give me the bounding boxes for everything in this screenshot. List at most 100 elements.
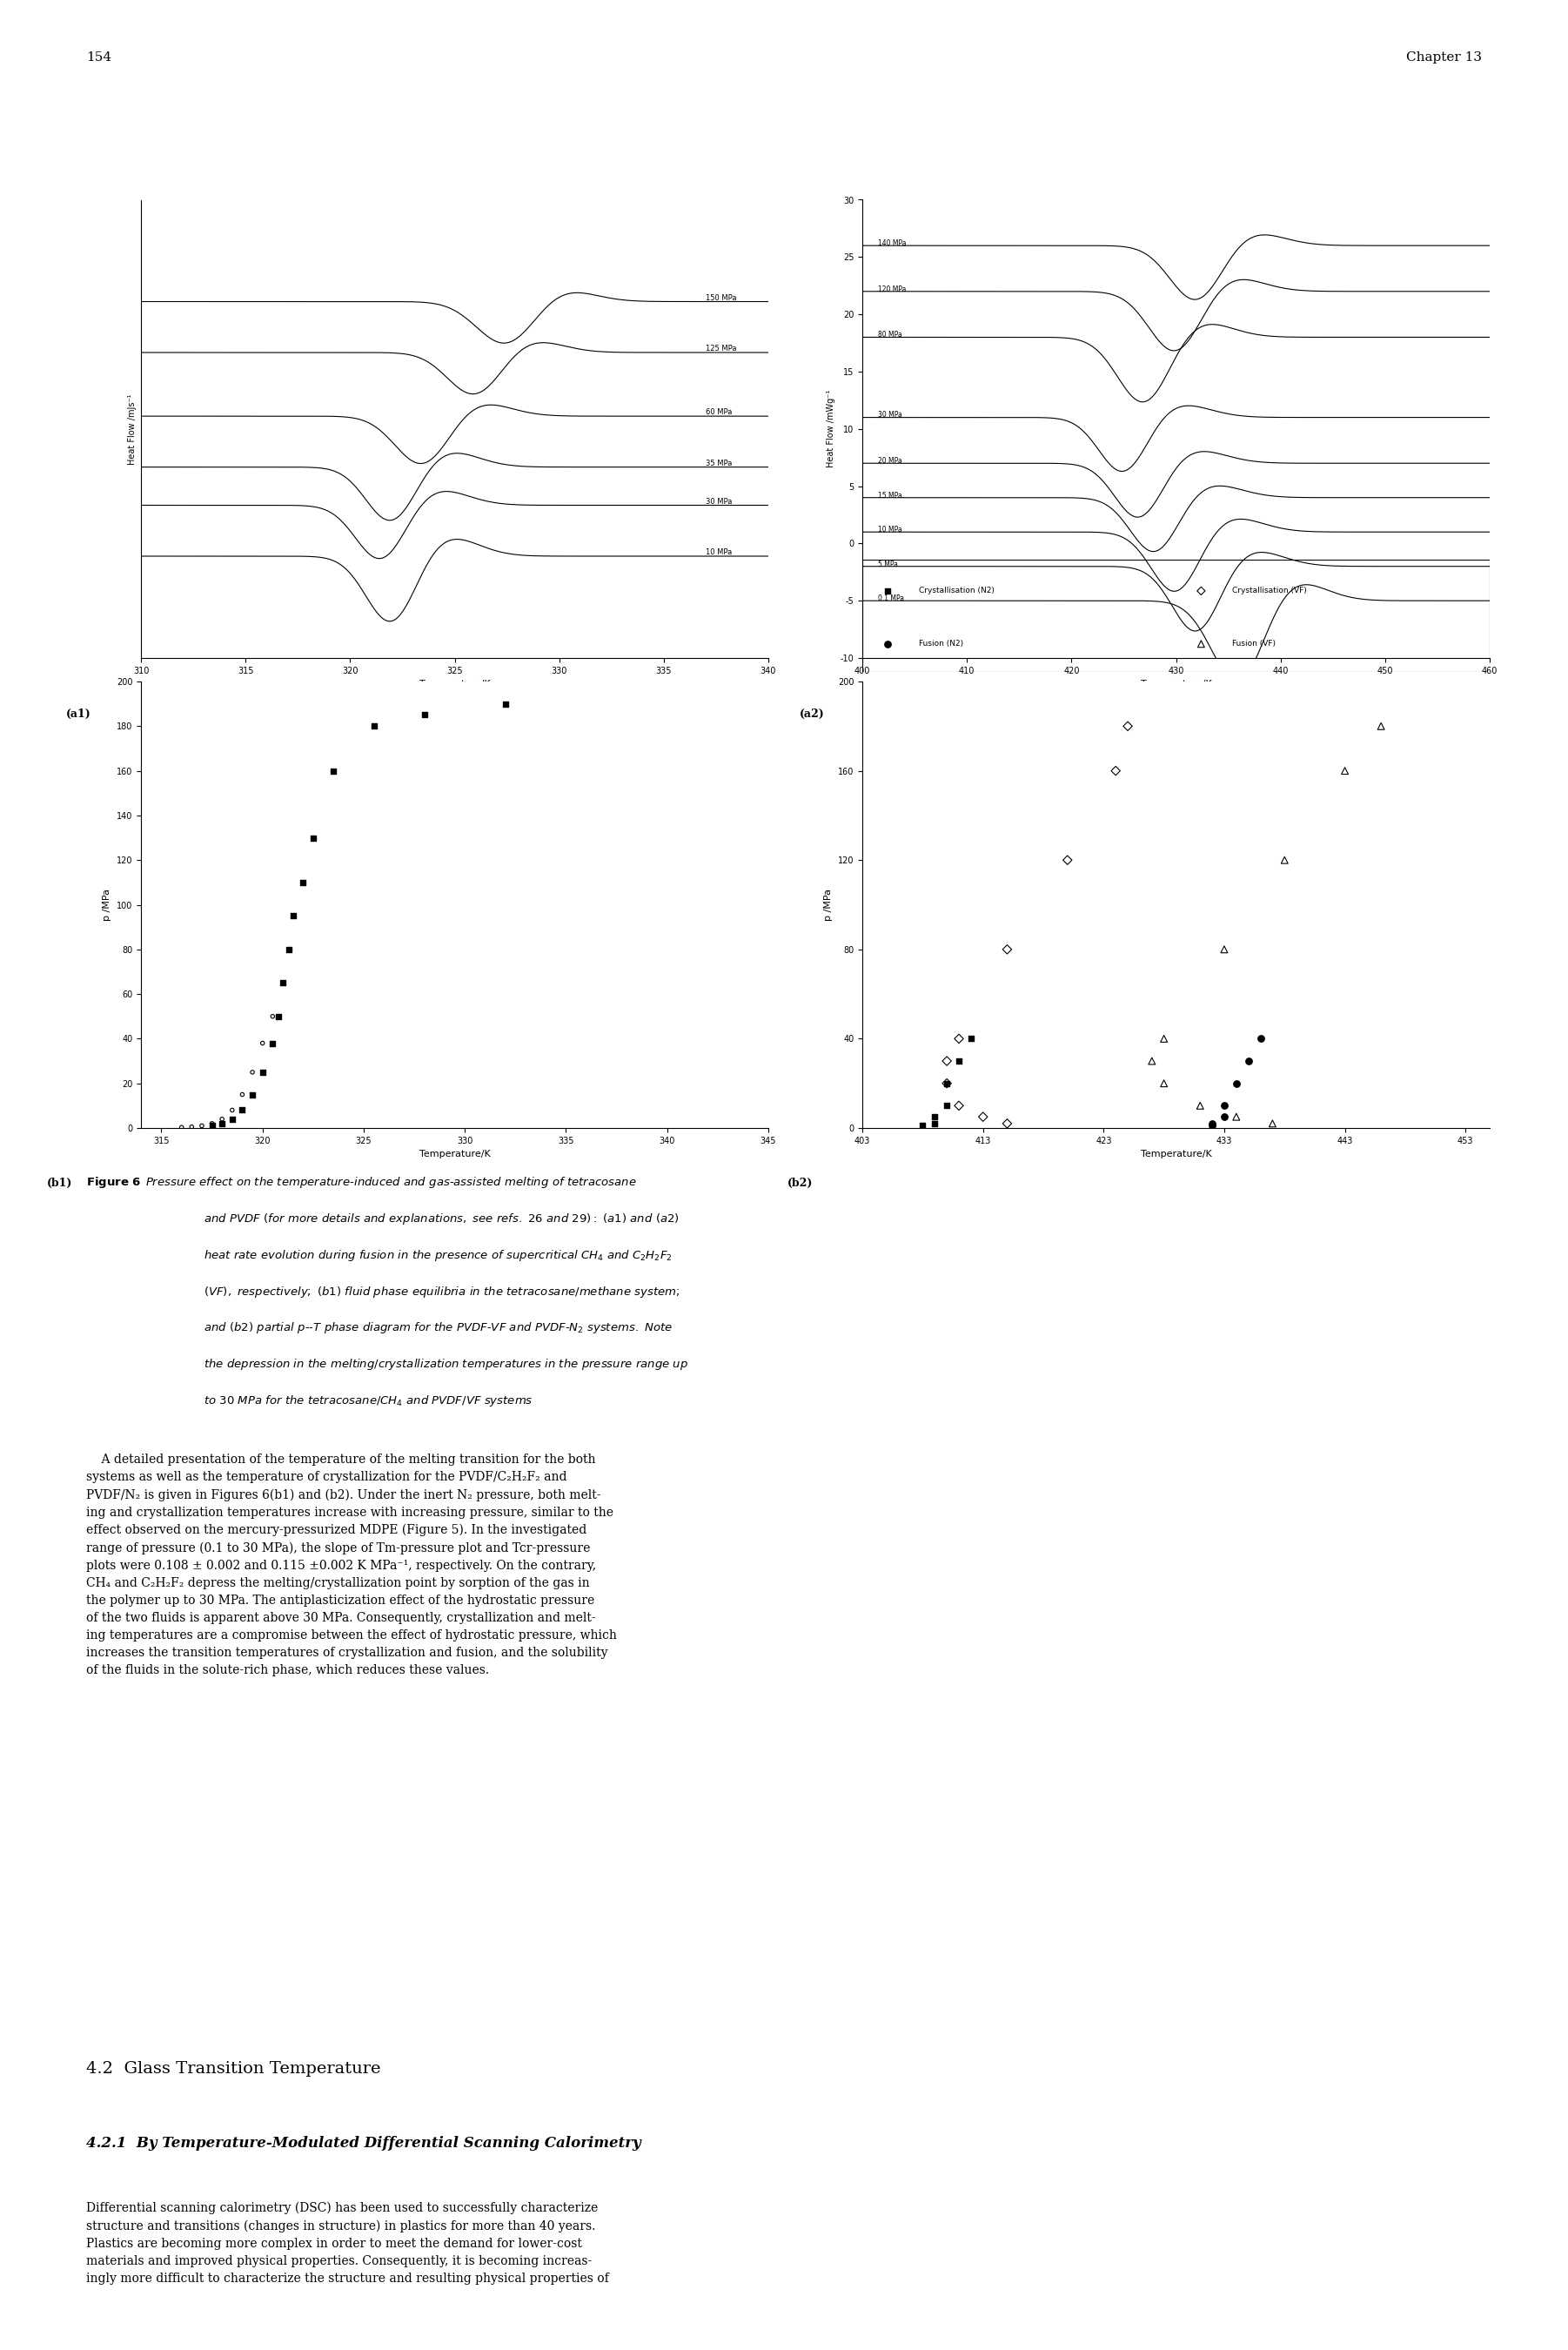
Point: [935, 1043, 960, 1081]
Point: [971, 1097, 996, 1135]
Point: [1248, 1020, 1273, 1058]
Point: [1104, 752, 1129, 790]
X-axis label: Temperature/K: Temperature/K: [419, 1149, 491, 1159]
Point: [1212, 1097, 1237, 1135]
Point: [1223, 1065, 1248, 1102]
Point: [260, 996, 285, 1034]
Point: [270, 964, 295, 1001]
Text: 4.2  Glass Transition Temperature: 4.2 Glass Transition Temperature: [86, 2061, 381, 2077]
Point: [1140, 1043, 1165, 1081]
Text: Fusion (N2): Fusion (N2): [919, 639, 963, 649]
Text: Fusion (VF): Fusion (VF): [1232, 639, 1276, 649]
Text: Differential scanning calorimetry (DSC) has been used to successfully characteri: Differential scanning calorimetry (DSC) …: [86, 2202, 608, 2284]
Text: 154: 154: [86, 52, 111, 63]
X-axis label: Temperature/K: Temperature/K: [419, 679, 491, 689]
Text: $\mathit{(VF),\ respectively;\ (b1)\ fluid\ phase\ equilibria\ in\ the\ tetracos: $\mathit{(VF),\ respectively;\ (b1)\ flu…: [204, 1283, 681, 1300]
Point: [240, 1053, 265, 1090]
Text: 30 MPa: 30 MPa: [878, 411, 902, 418]
Text: $\mathit{to\ 30\ MPa\ for\ the\ tetracosane/CH_4\ and\ PVDF/VF\ systems}$: $\mathit{to\ 30\ MPa\ for\ the\ tetracos…: [204, 1394, 533, 1408]
Point: [1369, 707, 1394, 745]
X-axis label: Temperature/K: Temperature/K: [1140, 679, 1212, 689]
Point: [301, 820, 326, 858]
Point: [230, 1076, 256, 1114]
Point: [249, 1025, 274, 1062]
Point: [249, 1053, 274, 1090]
Text: 4.2.1  By Temperature-Modulated Differential Scanning Calorimetry: 4.2.1 By Temperature-Modulated Different…: [86, 2136, 641, 2150]
Text: 140 MPa: 140 MPa: [878, 240, 906, 247]
Point: [1151, 1065, 1176, 1102]
Text: (b1): (b1): [47, 1177, 72, 1189]
Text: 60 MPa: 60 MPa: [706, 409, 732, 416]
Point: [994, 1104, 1019, 1142]
Point: [321, 752, 347, 790]
Text: $\mathit{the\ depression\ in\ the\ melting/crystallization\ temperatures\ in\ th: $\mathit{the\ depression\ in\ the\ melti…: [204, 1358, 688, 1372]
Point: [361, 707, 386, 745]
Point: [935, 1065, 960, 1102]
Text: Crystallisation (N2): Crystallisation (N2): [919, 588, 994, 595]
Point: [1223, 1097, 1248, 1135]
Point: [412, 696, 437, 733]
Point: [922, 1104, 947, 1142]
Point: [492, 686, 517, 724]
Text: $\mathit{and\ (b2)\ partial\ p\text{--}T\ phase\ diagram\ for\ the\ PVDF\text{-}: $\mathit{and\ (b2)\ partial\ p\text{--}T…: [204, 1321, 673, 1335]
Point: [935, 1065, 960, 1102]
Text: (a1): (a1): [66, 710, 91, 719]
Point: [947, 1020, 972, 1058]
Point: [1236, 1043, 1261, 1081]
Text: 15 MPa: 15 MPa: [878, 491, 902, 498]
Point: [1261, 1104, 1286, 1142]
Text: 150 MPa: 150 MPa: [706, 294, 737, 301]
Text: (b2): (b2): [787, 1177, 812, 1189]
Point: [922, 1097, 947, 1135]
Point: [199, 1107, 224, 1144]
Point: [260, 1025, 285, 1062]
Point: [875, 625, 900, 663]
Point: [1151, 1020, 1176, 1058]
Point: [270, 964, 295, 1001]
Y-axis label: p /MPa: p /MPa: [825, 888, 833, 921]
Point: [1200, 1104, 1225, 1142]
Point: [190, 1107, 215, 1144]
Point: [267, 996, 292, 1034]
Point: [909, 1107, 935, 1144]
Text: Crystallisation (VF): Crystallisation (VF): [1232, 588, 1308, 595]
Point: [210, 1104, 235, 1142]
X-axis label: Temperature/K: Temperature/K: [1140, 1149, 1212, 1159]
Point: [947, 1086, 972, 1126]
Y-axis label: p /MPa: p /MPa: [103, 888, 111, 921]
Point: [220, 1090, 245, 1128]
Text: 35 MPa: 35 MPa: [706, 458, 732, 468]
Point: [947, 1043, 972, 1081]
Text: 80 MPa: 80 MPa: [878, 331, 902, 338]
Point: [1189, 625, 1214, 663]
Point: [1272, 841, 1297, 879]
Point: [199, 1104, 224, 1142]
Point: [875, 571, 900, 609]
Point: [935, 1086, 960, 1126]
Text: A detailed presentation of the temperature of the melting transition for the bot: A detailed presentation of the temperatu…: [86, 1452, 616, 1676]
Point: [240, 1076, 265, 1114]
Point: [1212, 1086, 1237, 1126]
Point: [994, 931, 1019, 968]
Point: [1187, 1086, 1212, 1126]
Text: 10 MPa: 10 MPa: [706, 548, 732, 557]
Point: [958, 1020, 983, 1058]
Point: [1212, 931, 1237, 968]
Point: [1189, 571, 1214, 609]
Text: 10 MPa: 10 MPa: [878, 526, 902, 533]
Text: 125 MPa: 125 MPa: [706, 345, 737, 352]
Point: [169, 1109, 194, 1147]
Point: [276, 931, 301, 968]
Point: [1200, 1107, 1225, 1144]
Point: [281, 898, 306, 935]
Point: [179, 1109, 204, 1147]
Point: [1115, 707, 1140, 745]
Text: 5 MPa: 5 MPa: [878, 559, 898, 569]
Point: [210, 1100, 235, 1137]
Y-axis label: Heat Flow /mJs⁻¹: Heat Flow /mJs⁻¹: [127, 392, 136, 465]
Point: [290, 862, 315, 900]
Text: (a2): (a2): [800, 710, 825, 719]
Text: 30 MPa: 30 MPa: [706, 498, 732, 505]
Text: Chapter 13: Chapter 13: [1406, 52, 1482, 63]
Text: 120 MPa: 120 MPa: [878, 284, 906, 294]
